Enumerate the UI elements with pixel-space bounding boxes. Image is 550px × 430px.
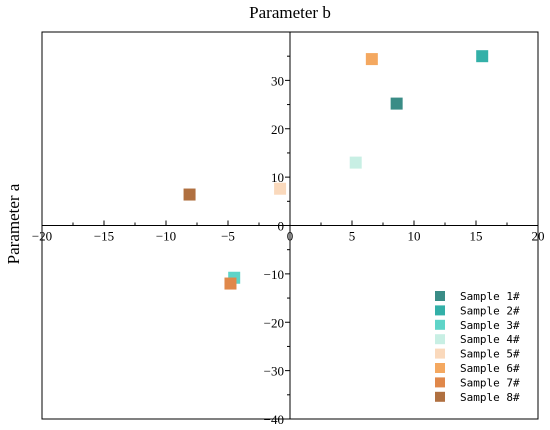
legend-label: Sample 4#: [460, 333, 520, 346]
x-tick-label: −15: [94, 229, 114, 244]
legend-swatch: [435, 377, 445, 388]
legend-label: Sample 8#: [460, 391, 520, 404]
axes-layer: −20 −15 −10 −5 0 5 10 15 20 −40 −30 −20 −10 0 10 20 30: [32, 32, 545, 427]
legend-swatch: [435, 348, 445, 359]
data-point: [476, 50, 489, 63]
legend-swatch: [435, 291, 445, 301]
legend-swatch: [435, 305, 445, 316]
legend-swatch: [435, 319, 445, 330]
legend: Sample 1#Sample 2# Sample 3#Sample 4# Samp…: [435, 290, 520, 404]
data-point: [274, 182, 287, 195]
y-tick-label: 20: [271, 122, 284, 137]
legend-label: Sample 6#: [460, 362, 520, 375]
x-tick-label: −20: [32, 229, 52, 244]
y-tick-label: 10: [271, 170, 284, 185]
points-layer: [183, 50, 489, 290]
x-tick-label: 10: [408, 229, 421, 244]
data-point: [224, 277, 237, 290]
legend-swatch: [435, 363, 445, 373]
x-tick-label: 5: [349, 229, 356, 244]
x-tick-label: −5: [221, 229, 235, 244]
x-tick-label: 20: [532, 229, 545, 244]
y-tick-label: −40: [264, 412, 284, 427]
data-point: [183, 188, 196, 201]
x-tick-label: 15: [470, 229, 483, 244]
legend-label: Sample 7#: [460, 376, 520, 389]
y-tick-label: −10: [264, 267, 284, 282]
legend-label: Sample 5#: [460, 348, 520, 361]
y-tick-label: 0: [278, 219, 285, 234]
y-axis-label: Parameter a: [4, 183, 23, 264]
data-point: [349, 156, 362, 169]
chart-title: Parameter b: [249, 3, 331, 22]
legend-swatch: [435, 391, 445, 402]
legend-label: Sample 3#: [460, 319, 520, 332]
y-tick-label: −20: [264, 315, 284, 330]
y-tick-label: −30: [264, 364, 284, 379]
x-tick-label: −10: [156, 229, 176, 244]
legend-swatch: [435, 334, 445, 345]
x-tick-label: 0: [287, 229, 294, 244]
legend-label: Sample 2#: [460, 304, 520, 317]
y-tick-label: 30: [271, 73, 284, 88]
data-point: [390, 97, 403, 110]
data-point: [365, 53, 378, 66]
legend-label: Sample 1#: [460, 290, 520, 303]
